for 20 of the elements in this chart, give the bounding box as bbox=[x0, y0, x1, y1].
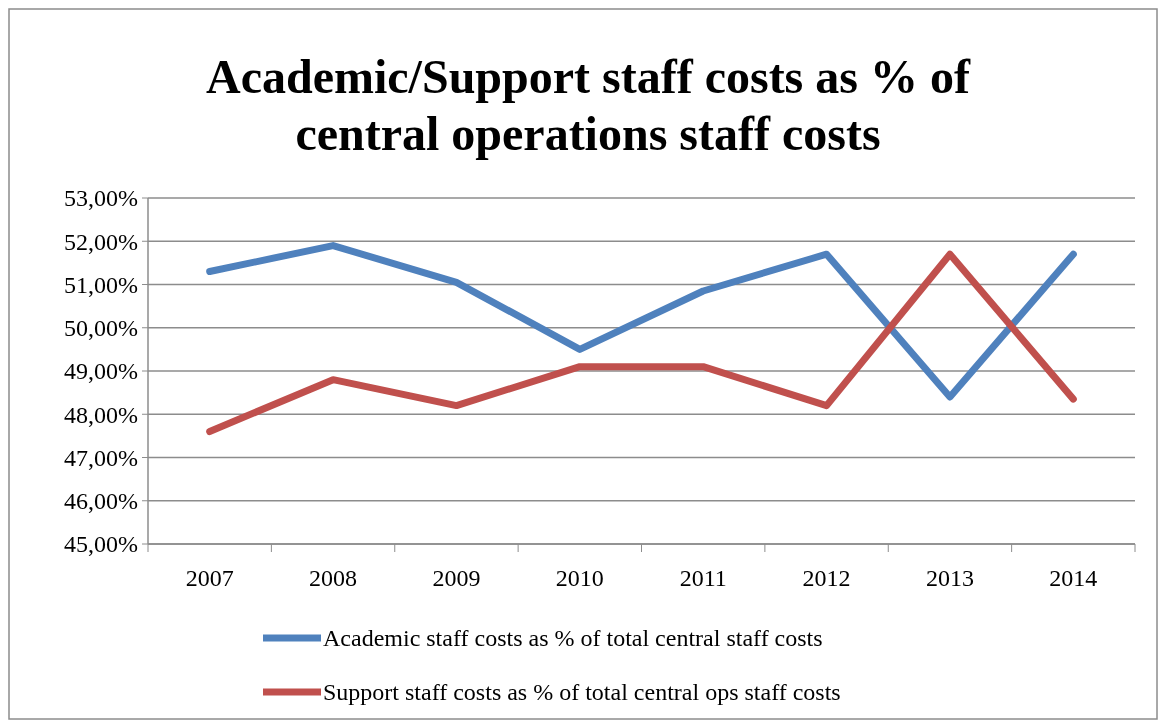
x-tick-label: 2009 bbox=[432, 565, 481, 591]
x-tick-label: 2012 bbox=[802, 565, 851, 591]
legend-label: Support staff costs as % of total central ops staff costs bbox=[323, 679, 841, 706]
x-tick-label: 2010 bbox=[555, 565, 604, 591]
x-tick-label: 2007 bbox=[185, 565, 234, 591]
y-tick-label: 50,00% bbox=[64, 315, 138, 342]
x-tick-label: 2014 bbox=[1049, 565, 1098, 591]
x-tick-label: 2011 bbox=[679, 565, 727, 591]
y-tick-label: 51,00% bbox=[64, 271, 138, 298]
x-tick-label: 2013 bbox=[925, 565, 974, 591]
y-tick-label: 52,00% bbox=[64, 228, 138, 255]
y-tick-label: 48,00% bbox=[64, 401, 138, 428]
chart-title: Academic/Support staff costs as % of central operations staff costs bbox=[206, 50, 971, 160]
y-tick-label: 45,00% bbox=[64, 531, 138, 558]
x-tick-label: 2008 bbox=[309, 565, 358, 591]
legend-label: Academic staff costs as % of total central staff costs bbox=[323, 625, 823, 652]
y-tick-label: 46,00% bbox=[64, 488, 138, 515]
y-tick-label: 47,00% bbox=[64, 444, 138, 471]
y-tick-label: 53,00% bbox=[64, 185, 138, 212]
y-tick-label: 49,00% bbox=[64, 358, 138, 385]
